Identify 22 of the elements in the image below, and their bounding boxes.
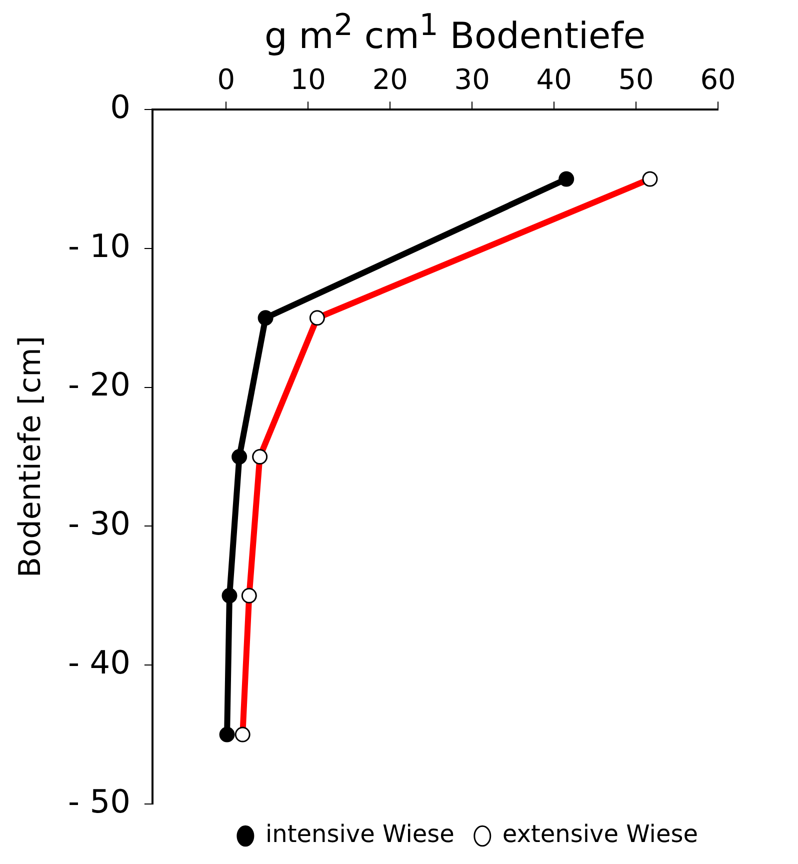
y-tick-label: - 50: [68, 782, 130, 820]
y-tick-label: - 20: [68, 366, 130, 404]
x-axis-title: g m$^{2}$ cm$^{1}$ Bodentiefe: [264, 8, 646, 57]
x-tick-label: 60: [700, 63, 736, 96]
legend-label: intensive Wiese: [265, 820, 454, 848]
y-tick-label: - 30: [68, 504, 130, 543]
y-tick-label: - 40: [68, 643, 130, 682]
x-tick-label: 50: [618, 63, 654, 96]
point: [558, 171, 574, 187]
y-axis-title: Bodentiefe [cm]: [12, 336, 48, 578]
y-tick-label: 0: [110, 88, 130, 126]
legend-label: extensive Wiese: [502, 820, 698, 848]
x-tick-label: 30: [454, 63, 490, 96]
y-tick-label: - 10: [68, 226, 130, 265]
x-tick-label: 20: [372, 63, 408, 96]
x-tick-label: 0: [217, 63, 236, 96]
point: [222, 588, 238, 604]
point: [258, 310, 274, 326]
point: [232, 449, 248, 465]
x-tick-label: 10: [290, 63, 326, 96]
x-tick-label: 40: [536, 63, 572, 96]
point: [219, 726, 235, 742]
